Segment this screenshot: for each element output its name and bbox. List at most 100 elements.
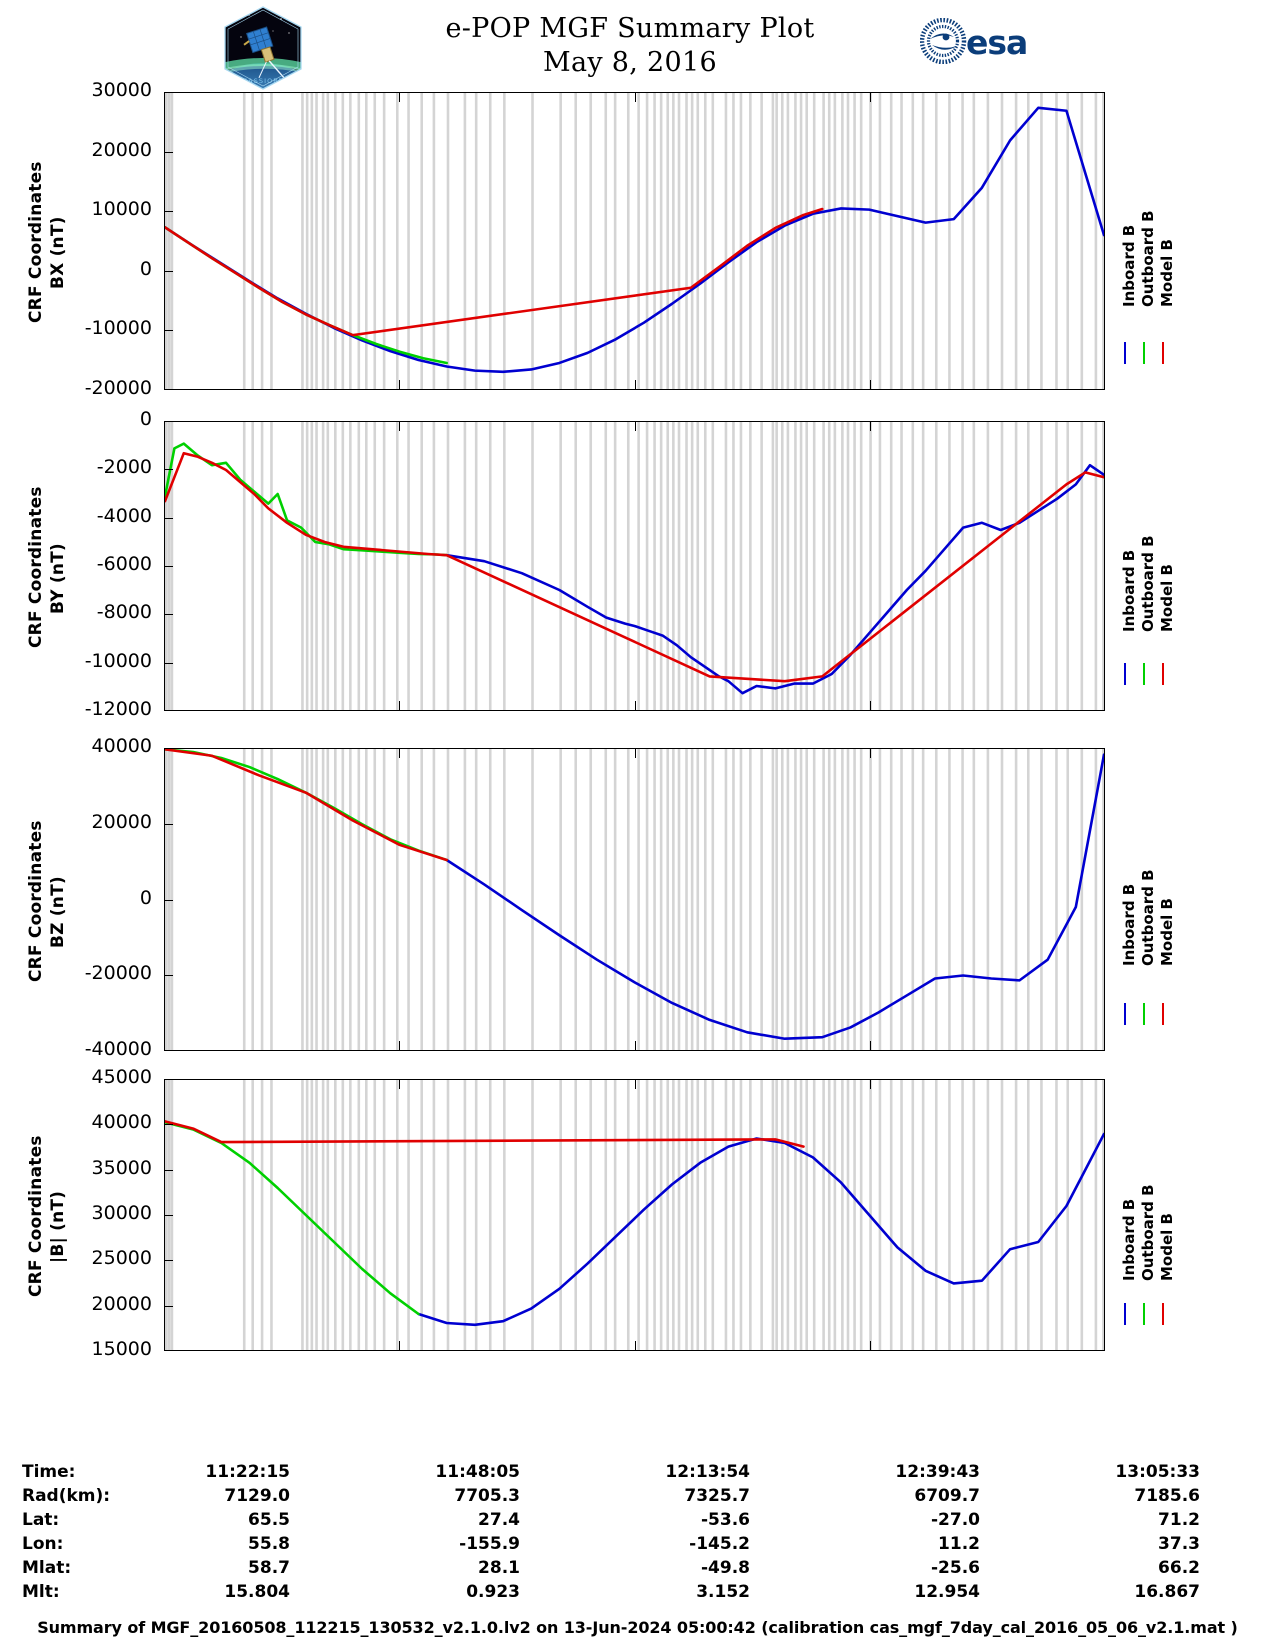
y-tick: -4000: [0, 505, 152, 527]
y-tick-label: 40000: [91, 1111, 152, 1134]
y-tick: -10000: [0, 650, 152, 672]
x-tick-mark: [634, 380, 636, 390]
legend: Inboard B Outboard B Model B: [1112, 421, 1262, 711]
page-header: CASSIOPE e-POP MGF Summary Plot May 8, 2…: [0, 0, 1275, 92]
y-tick-mark: [164, 517, 173, 519]
y-axis-label-secondary: BZ (nT): [48, 875, 68, 948]
y-axis-label-primary: CRF Coordinates: [26, 819, 46, 982]
table-cell: 11:48:05: [435, 1462, 520, 1482]
y-tick: -6000: [0, 553, 152, 575]
x-tick-mark: [869, 701, 871, 711]
y-tick-mark: [164, 662, 173, 664]
x-tick-mark: [869, 92, 871, 102]
plot-panel-0: 30000 20000 10000 0 -10000 -20000 CRF Coordina…: [0, 79, 1275, 399]
x-tick-mark: [399, 421, 401, 431]
y-axis-label-primary: CRF Coordinates: [26, 161, 46, 323]
y-tick: 40000: [0, 1111, 152, 1133]
x-tick-mark: [634, 1079, 636, 1089]
legend: Inboard B Outboard B Model B: [1112, 748, 1262, 1051]
y-tick: 10000: [0, 198, 152, 220]
legend-swatch-0: [1124, 663, 1126, 685]
table-cell: 7325.7: [684, 1486, 750, 1506]
legend-swatch-2: [1162, 342, 1164, 364]
y-tick: 40000: [0, 735, 152, 757]
plot-area-1[interactable]: [164, 421, 1105, 711]
table-cell: -145.2: [689, 1534, 750, 1554]
y-tick-label: -2000: [96, 456, 152, 479]
y-axis-label-secondary: BX (nT): [48, 216, 68, 289]
y-tick-label: 45000: [91, 1066, 152, 1088]
table-cell: 13:05:33: [1115, 1462, 1200, 1482]
x-tick-mark: [399, 701, 401, 711]
x-tick-mark: [869, 748, 871, 758]
legend-swatch-2: [1162, 1303, 1164, 1325]
y-tick-mark: [164, 151, 173, 153]
table-row-label: Mlt:: [22, 1582, 60, 1602]
legend-label-1: Outboard B: [1139, 210, 1157, 307]
legend-label-1: Outboard B: [1139, 535, 1157, 632]
y-tick-mark: [164, 1215, 173, 1216]
y-tick: -10000: [0, 317, 152, 339]
legend-label-0: Inboard B: [1120, 224, 1138, 307]
plot-area-3[interactable]: [164, 1079, 1105, 1351]
table-row-label: Rad(km):: [22, 1486, 111, 1506]
y-axis-label-primary: CRF Coordinates: [26, 1135, 46, 1297]
x-tick-mark: [399, 1079, 401, 1089]
table-row-label: Mlat:: [22, 1558, 72, 1578]
legend-swatch-2: [1162, 663, 1164, 685]
plot-panel-2: 40000 20000 0 -20000 -40000 CRF Coordinates BZ…: [0, 735, 1275, 1060]
y-tick-mark: [164, 823, 173, 825]
y-tick-label: 20000: [91, 1292, 152, 1315]
x-tick-mark: [399, 92, 401, 102]
svg-text:esa: esa: [966, 23, 1027, 62]
table-cell: 11.2: [938, 1534, 980, 1554]
y-tick: 15000: [0, 1338, 152, 1360]
y-tick-mark: [164, 614, 173, 616]
y-tick-mark: [164, 899, 173, 901]
table-cell: 12:13:54: [665, 1462, 750, 1482]
y-tick-label: 30000: [91, 79, 152, 101]
table-row-label: Time:: [22, 1462, 76, 1482]
y-tick-label: 0: [139, 886, 152, 909]
y-tick-label: 0: [139, 408, 152, 430]
y-tick-label: 35000: [91, 1156, 152, 1179]
y-tick-label: -20000: [84, 377, 152, 399]
table-cell: 12:39:43: [895, 1462, 980, 1482]
legend-label-0: Inboard B: [1120, 1198, 1138, 1281]
legend: Inboard B Outboard B Model B: [1112, 1079, 1262, 1351]
y-tick-label: 30000: [91, 1202, 152, 1224]
x-tick-mark: [869, 1041, 871, 1051]
plot-area-2[interactable]: [164, 748, 1105, 1051]
y-tick-mark: [164, 330, 173, 332]
title-date: May 8, 2016: [543, 47, 717, 78]
y-tick: -2000: [0, 456, 152, 478]
y-axis-label-primary: CRF Coordinates: [26, 486, 46, 648]
legend-label-2: Model B: [1158, 1213, 1176, 1281]
legend-swatch-1: [1143, 663, 1145, 685]
table-cell: 15.804: [224, 1582, 290, 1602]
x-tick-mark: [634, 701, 636, 711]
table-cell: 7185.6: [1134, 1486, 1200, 1506]
legend-swatch-1: [1143, 1303, 1145, 1325]
title-main: e-POP MGF Summary Plot: [445, 13, 815, 44]
legend-label-0: Inboard B: [1120, 883, 1138, 966]
table-row: Mlat: 58.7 28.1 -49.8 -25.6 66.2: [0, 1558, 1275, 1582]
ephemeris-table: Time: 11:22:15 11:48:05 12:13:54 12:39:43 13:…: [0, 1462, 1275, 1606]
table-cell: 55.8: [248, 1534, 290, 1554]
y-tick-mark: [164, 1305, 173, 1307]
esa-logo-icon: esa: [919, 17, 1050, 65]
y-tick: 20000: [0, 139, 152, 161]
cassiope-mission-patch-icon: CASSIOPE: [219, 5, 307, 91]
y-tick: 25000: [0, 1247, 152, 1269]
y-tick-mark: [164, 1260, 173, 1262]
y-tick-label: -8000: [96, 601, 152, 624]
plot-area-0[interactable]: [164, 92, 1105, 390]
x-tick-mark: [869, 1341, 871, 1351]
y-tick-mark: [164, 975, 173, 977]
table-cell: 66.2: [1158, 1558, 1200, 1578]
x-tick-mark: [634, 92, 636, 102]
svg-text:CASSIOPE: CASSIOPE: [242, 77, 283, 85]
y-tick-label: 0: [139, 257, 152, 280]
x-tick-mark: [869, 380, 871, 390]
page-title: e-POP MGF Summary Plot May 8, 2016: [330, 12, 930, 80]
